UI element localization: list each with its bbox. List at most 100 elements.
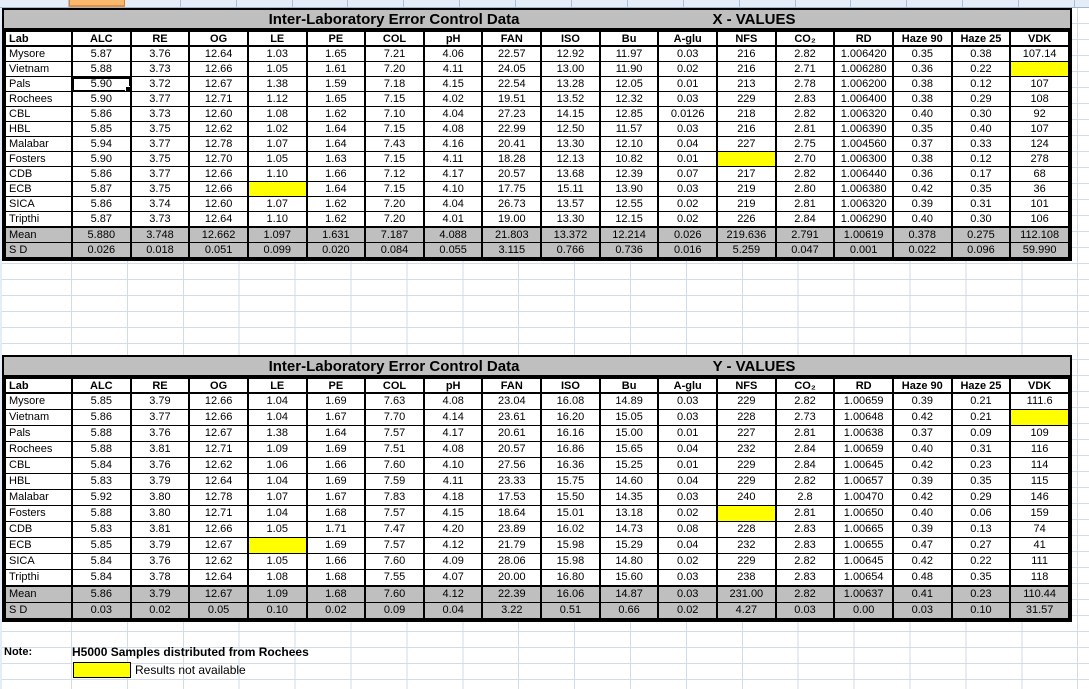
cell[interactable]: 21.79	[481, 537, 543, 554]
cell[interactable]: 0.09	[950, 425, 1012, 442]
cell[interactable]: 7.20	[364, 196, 425, 212]
cell[interactable]: 1.10	[246, 166, 308, 182]
cell[interactable]: 0.47	[891, 537, 953, 554]
cell[interactable]: 0.04	[657, 473, 719, 490]
cell[interactable]: 12.10	[598, 136, 660, 152]
cell[interactable]: 12.15	[598, 211, 660, 228]
cell[interactable]: 219.636	[716, 226, 777, 243]
column-header-vdk[interactable]: VDK	[1009, 377, 1070, 394]
cell[interactable]: 0.40	[891, 441, 953, 458]
cell[interactable]: 4.07	[422, 569, 484, 587]
cell[interactable]: 3.81	[129, 441, 191, 458]
cell[interactable]: 15.60	[598, 569, 660, 587]
cell[interactable]: 4.15	[422, 76, 484, 92]
cell[interactable]: 0.05	[188, 602, 249, 620]
cell[interactable]: 146	[1009, 489, 1070, 506]
cell[interactable]: 16.20	[540, 409, 601, 426]
cell[interactable]: 0.10	[246, 602, 308, 620]
cell[interactable]: 5.86	[71, 196, 132, 212]
column-header-haze-90[interactable]: Haze 90	[891, 30, 953, 47]
cell[interactable]: 23.89	[481, 521, 543, 538]
cell[interactable]: 4.18	[422, 489, 484, 506]
cell[interactable]: 228	[716, 521, 777, 538]
cell[interactable]: 1.00659	[833, 441, 894, 458]
cell[interactable]: 1.006320	[833, 106, 894, 122]
column-header-cell[interactable]	[851, 0, 908, 7]
cell[interactable]: 3.72	[129, 76, 191, 92]
cell[interactable]: 7.55	[364, 569, 425, 587]
cell[interactable]: 0.084	[364, 242, 425, 259]
column-header-cell[interactable]	[516, 0, 573, 7]
cell[interactable]: 7.60	[364, 585, 425, 603]
column-header-a-glu[interactable]: A-glu	[657, 377, 719, 394]
cell[interactable]: 0.42	[891, 409, 953, 426]
cell[interactable]: 4.11	[422, 61, 484, 77]
cell[interactable]: 0.03	[657, 569, 719, 587]
cell[interactable]: 0.03	[657, 409, 719, 426]
cell[interactable]: 2.70	[774, 151, 836, 167]
column-header-cell[interactable]	[627, 0, 684, 7]
cell[interactable]: 0.40	[891, 505, 953, 522]
cell[interactable]: 1.68	[305, 505, 367, 522]
cell[interactable]: 59.990	[1009, 242, 1070, 259]
column-header-lab[interactable]: Lab	[4, 377, 73, 394]
cell[interactable]: 36	[1009, 181, 1070, 197]
cell[interactable]: 4.09	[422, 553, 484, 570]
cell[interactable]: 0.29	[950, 91, 1012, 107]
cell[interactable]: 2.791	[774, 226, 836, 243]
cell[interactable]: 12.64	[188, 569, 249, 587]
cell[interactable]: 217	[716, 166, 777, 182]
cell[interactable]: 4.11	[422, 473, 484, 490]
cell[interactable]: 3.79	[129, 585, 191, 603]
cell[interactable]: 0.23	[950, 457, 1012, 474]
cell[interactable]: 1.66	[305, 553, 367, 570]
cell[interactable]: 7.57	[364, 537, 425, 554]
cell[interactable]: 16.36	[540, 457, 601, 474]
column-header-cell[interactable]	[1019, 0, 1076, 7]
cell[interactable]: 0.022	[891, 242, 953, 259]
cell[interactable]: 0.35	[950, 569, 1012, 587]
cell[interactable]: 12.214	[598, 226, 660, 243]
cell[interactable]: 1.66	[305, 166, 367, 182]
cell[interactable]: 7.51	[364, 441, 425, 458]
row-label[interactable]: Vietnam	[4, 409, 73, 426]
cell[interactable]: 1.10	[246, 211, 308, 228]
cell[interactable]: 1.00665	[833, 521, 894, 538]
cell[interactable]: 3.76	[129, 425, 191, 442]
cell[interactable]: 27.56	[481, 457, 543, 474]
row-label[interactable]: Malabar	[4, 136, 73, 152]
cell[interactable]: 12.70	[188, 151, 249, 167]
column-header-cell[interactable]	[69, 0, 125, 7]
cell[interactable]: 15.05	[598, 409, 660, 426]
cell[interactable]: 1.00645	[833, 457, 894, 474]
cell[interactable]: 0.026	[71, 242, 132, 259]
cell[interactable]: 1.67	[305, 489, 367, 506]
cell[interactable]: 0.03	[71, 602, 132, 620]
cell[interactable]: 1.64	[305, 121, 367, 137]
cell[interactable]: 5.87	[71, 211, 132, 228]
cell[interactable]: 1.00659	[833, 392, 894, 410]
cell[interactable]: 0.03	[774, 602, 836, 620]
cell[interactable]: 4.11	[422, 151, 484, 167]
cell[interactable]: 2.82	[774, 392, 836, 410]
row-label[interactable]: Tripthi	[4, 211, 73, 228]
cell[interactable]: 7.60	[364, 457, 425, 474]
cell[interactable]: 0.40	[891, 211, 953, 228]
cell[interactable]: 0.30	[950, 106, 1012, 122]
cell[interactable]: 12.67	[188, 76, 249, 92]
cell[interactable]: 1.00650	[833, 505, 894, 522]
cell[interactable]: 2.84	[774, 457, 836, 474]
cell[interactable]: 16.02	[540, 521, 601, 538]
cell[interactable]: 4.08	[422, 392, 484, 410]
cell[interactable]: 5.86	[71, 585, 132, 603]
row-label[interactable]: S D	[4, 602, 73, 620]
cell[interactable]: 7.47	[364, 521, 425, 538]
cell[interactable]: 16.08	[540, 392, 601, 410]
cell[interactable]: 0.06	[950, 505, 1012, 522]
cell[interactable]	[716, 505, 777, 522]
cell[interactable]: 7.57	[364, 505, 425, 522]
cell[interactable]: 1.00638	[833, 425, 894, 442]
cell[interactable]: 4.10	[422, 181, 484, 197]
cell[interactable]: 218	[716, 106, 777, 122]
cell[interactable]: 5.90	[71, 151, 132, 167]
